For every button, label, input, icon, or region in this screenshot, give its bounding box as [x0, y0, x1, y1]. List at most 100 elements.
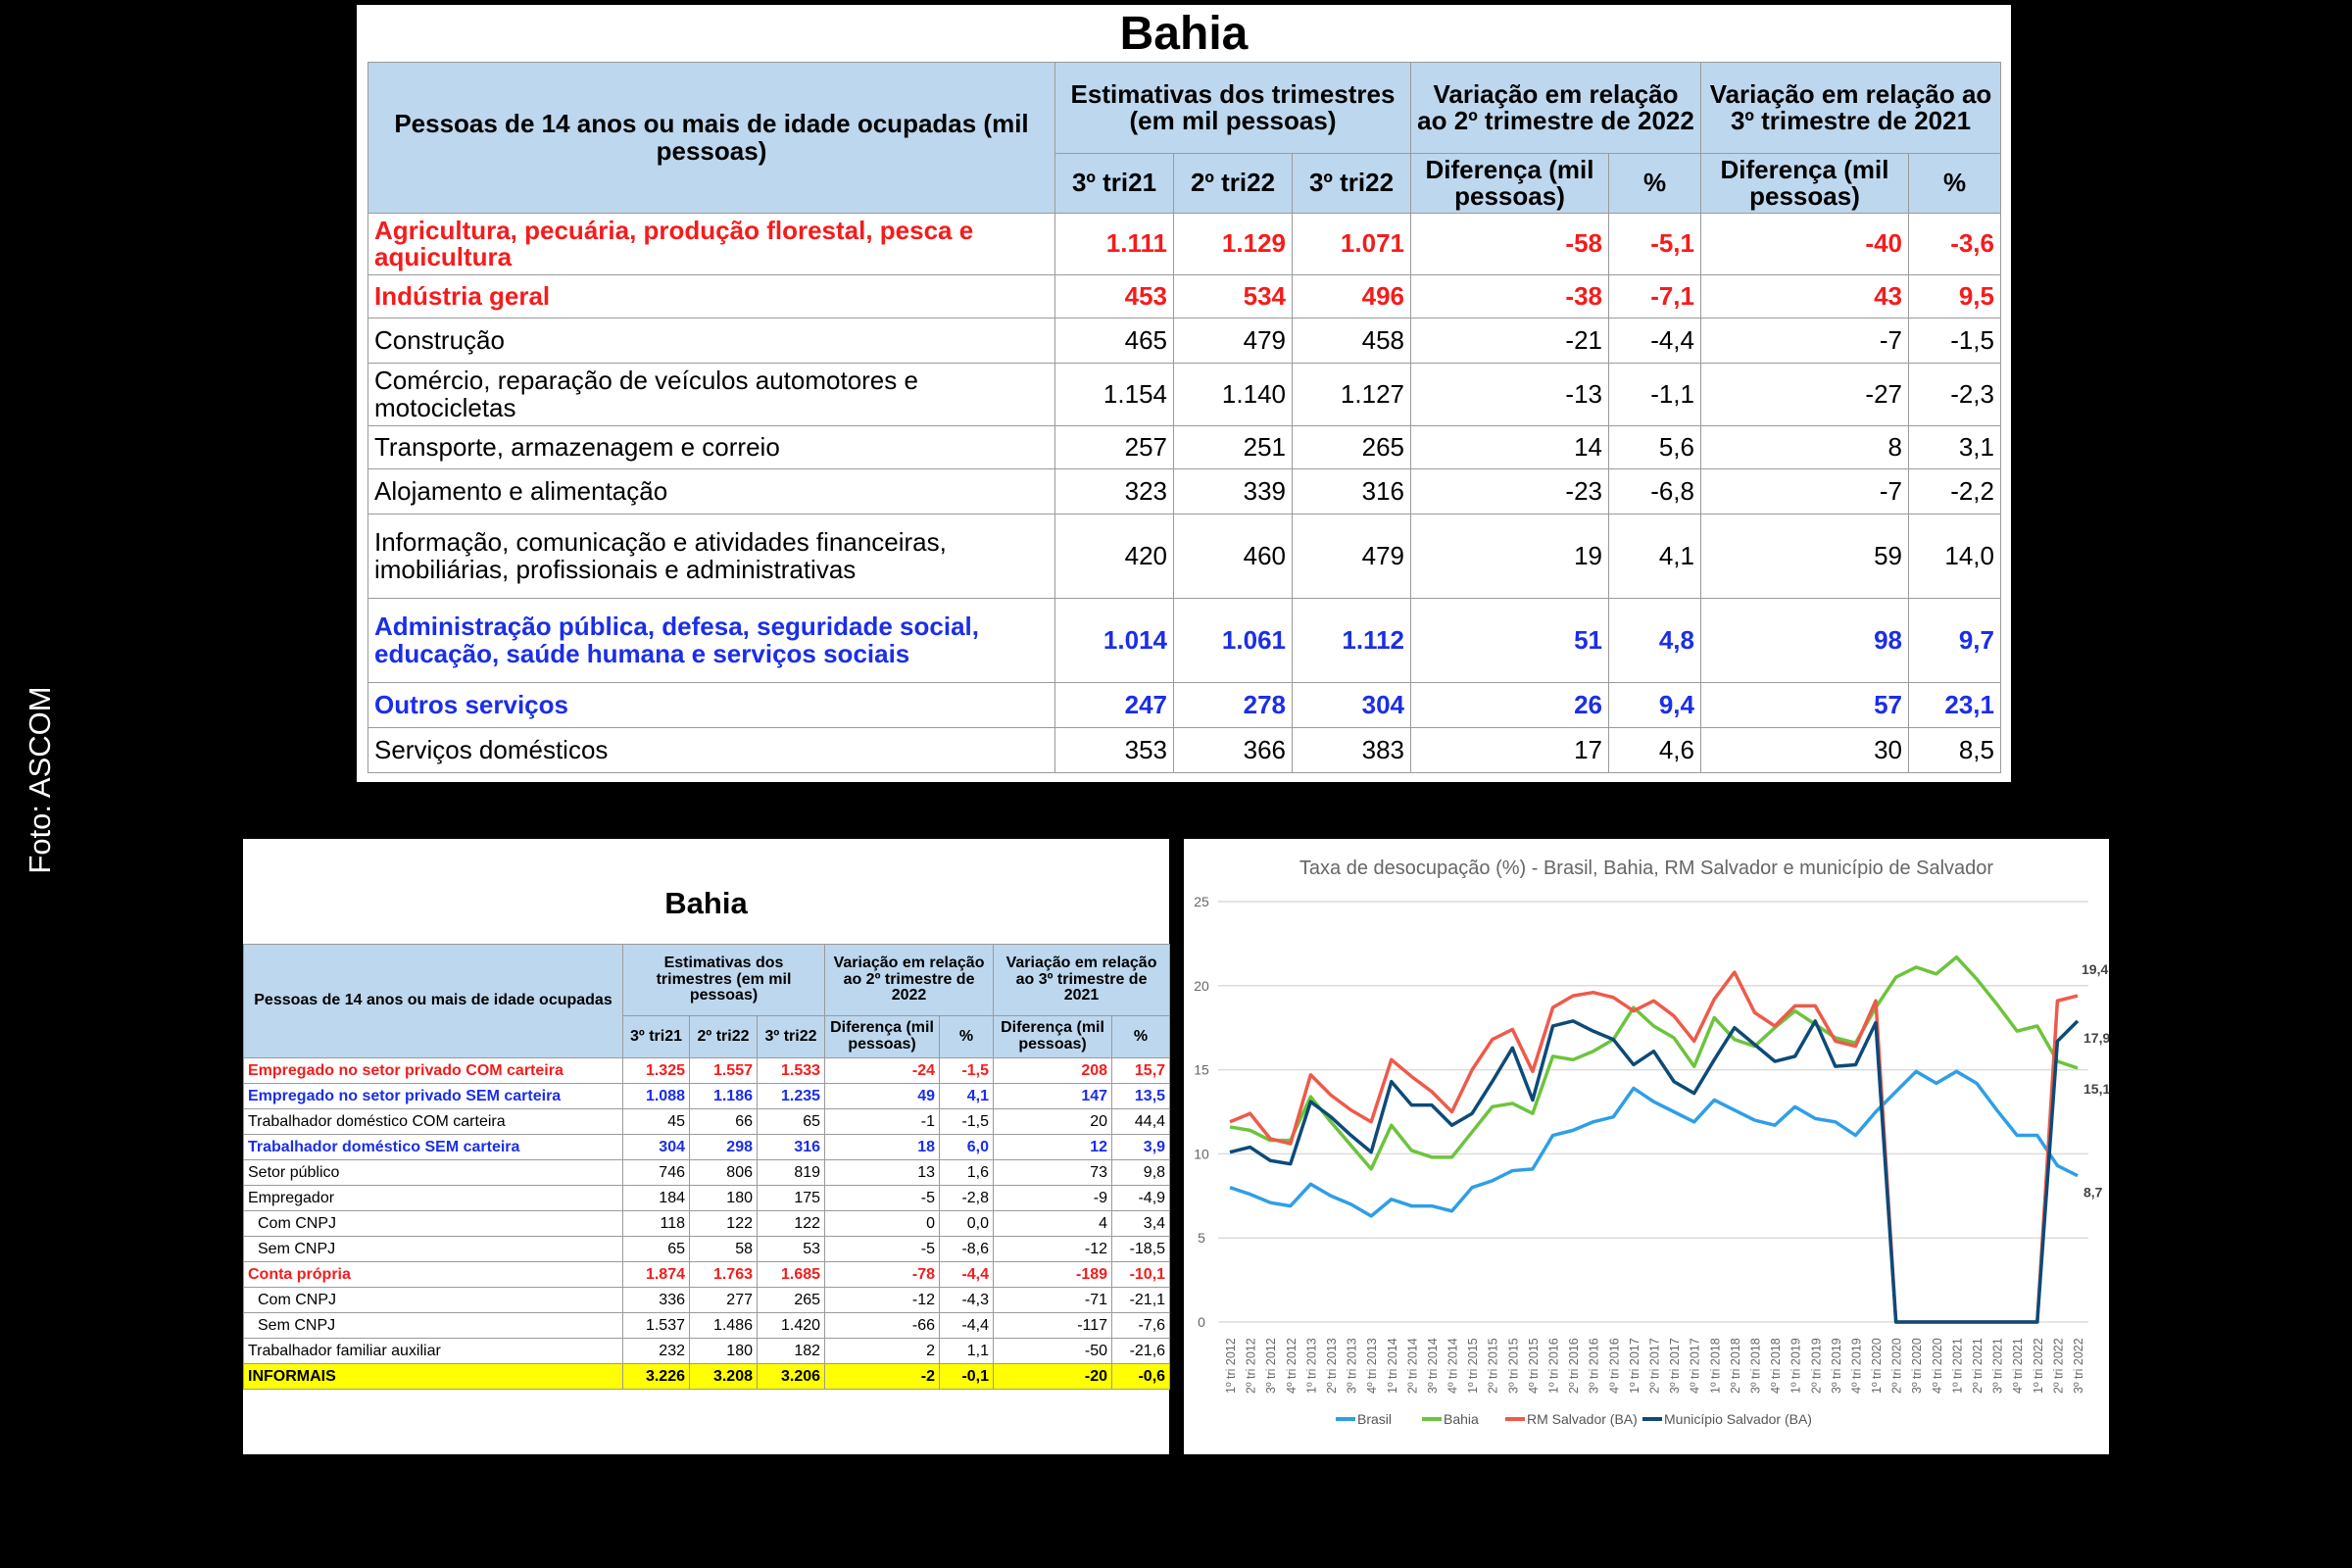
- y-tick-label: 25: [1194, 894, 1209, 909]
- x-tick-label: 4º tri 2021: [2011, 1338, 2025, 1394]
- row-label: Trabalhador doméstico SEM carteira: [243, 1134, 623, 1160]
- cell-value: 0,0: [939, 1210, 995, 1237]
- cell-value: 122: [756, 1210, 826, 1237]
- x-tick-label: 4º tri 2015: [1527, 1338, 1541, 1394]
- cell-value: 277: [689, 1287, 758, 1313]
- cell-value: 1.420: [756, 1312, 826, 1339]
- x-tick-label: 3º tri 2012: [1264, 1338, 1278, 1394]
- cell-value: -4,4: [1608, 318, 1701, 364]
- row-label: Trabalhador familiar auxiliar: [243, 1338, 623, 1364]
- cell-value: 9,5: [1908, 274, 2001, 318]
- cell-value: 496: [1292, 274, 1411, 318]
- x-tick-label: 2º tri 2013: [1325, 1338, 1339, 1394]
- cell-value: -78: [824, 1261, 941, 1288]
- table-row: Serviços domésticos 353 366 383 17 4,6 30 8,5: [368, 727, 2001, 773]
- cell-value: -1,5: [939, 1057, 995, 1084]
- subheader-2: 3º tri22: [1292, 153, 1411, 214]
- cell-value: -50: [993, 1338, 1113, 1364]
- cell-value: 23,1: [1908, 682, 2001, 728]
- cell-value: -117: [993, 1312, 1113, 1339]
- cell-value: -12: [824, 1287, 941, 1313]
- series-line-0: [1229, 1069, 2079, 1218]
- cell-value: 534: [1173, 274, 1293, 318]
- cell-value: -5: [824, 1185, 941, 1211]
- cell-value: -40: [1700, 213, 1909, 275]
- cell-value: 14,0: [1908, 514, 2001, 599]
- cell-value: 8: [1700, 425, 1909, 469]
- cell-value: -8,6: [939, 1236, 995, 1262]
- x-tick-label: 3º tri 2022: [2072, 1338, 2085, 1394]
- row-label: Com CNPJ: [243, 1210, 623, 1237]
- row-label: Indústria geral: [368, 274, 1055, 318]
- cell-value: 1.127: [1292, 363, 1411, 426]
- header-group-vs-2q22: Variação em relação ao 2º trimestre de 2…: [1410, 62, 1701, 154]
- cell-value: 304: [1292, 682, 1411, 728]
- cell-value: 1.061: [1173, 598, 1293, 683]
- chart-title: Taxa de desocupação (%) - Brasil, Bahia,…: [1299, 858, 1993, 879]
- cell-value: 53: [756, 1236, 826, 1262]
- end-data-label: 17,9: [2083, 1030, 2109, 1046]
- x-tick-label: 1º tri 2017: [1628, 1338, 1642, 1394]
- photo-credit: Foto: ASCOM: [23, 686, 57, 874]
- header-group-vs-3q21: Variação em relação ao 3º trimestre de 2…: [1700, 62, 2001, 154]
- legend-entry: Município Salvador (BA): [1664, 1411, 1812, 1427]
- cell-value: -58: [1410, 213, 1609, 275]
- row-label: Sem CNPJ: [243, 1312, 623, 1339]
- cell-value: -7,6: [1111, 1312, 1171, 1339]
- table-row: Outros serviços 247 278 304 26 9,4 57 23,1: [368, 682, 2001, 728]
- x-tick-label: 1º tri 2020: [1870, 1338, 1884, 1394]
- cell-value: 15,7: [1111, 1057, 1171, 1084]
- subheader-5: Diferença (mil pessoas): [993, 1015, 1113, 1058]
- subheader-3: Diferença (mil pessoas): [824, 1015, 941, 1058]
- row-label: INFORMAIS: [243, 1363, 623, 1390]
- x-tick-label: 2º tri 2019: [1809, 1338, 1823, 1394]
- cell-value: 353: [1054, 727, 1174, 773]
- y-tick-label: 15: [1194, 1062, 1209, 1078]
- table-row: Empregado no setor privado SEM carteira 1…: [243, 1083, 1171, 1109]
- cell-value: 1.014: [1054, 598, 1174, 683]
- cell-value: 184: [622, 1185, 690, 1211]
- table-row: Trabalhador familiar auxiliar 232 180 182 2 1…: [243, 1338, 1171, 1364]
- top-table-title: Bahia: [1119, 8, 1249, 60]
- x-tick-label: 1º tri 2021: [1950, 1338, 1964, 1394]
- x-tick-label: 2º tri 2020: [1890, 1338, 1904, 1394]
- cell-value: 304: [622, 1134, 690, 1160]
- bottom-table-title: Bahia: [664, 886, 748, 920]
- table-row: Comércio, reparação de veículos automoto…: [368, 363, 2001, 426]
- row-label: Trabalhador doméstico COM carteira: [243, 1108, 623, 1135]
- cell-value: 1.088: [622, 1083, 690, 1109]
- row-label: Agricultura, pecuária, produção floresta…: [368, 213, 1055, 275]
- unemployment-chart-panel: Taxa de desocupação (%) - Brasil, Bahia,…: [1184, 839, 2110, 1454]
- cell-value: -10,1: [1111, 1261, 1171, 1288]
- cell-value: 3.226: [622, 1363, 690, 1390]
- cell-value: -27: [1700, 363, 1909, 426]
- row-label: Empregado no setor privado SEM carteira: [243, 1083, 623, 1109]
- table-row: Construção 465 479 458 -21 -4,4 -7 -1,5: [368, 318, 2001, 364]
- cell-value: 180: [689, 1185, 758, 1211]
- table-row: Sem CNPJ 65 58 53 -5 -8,6 -12 -18,5: [243, 1236, 1171, 1262]
- row-label: Empregado no setor privado COM carteira: [243, 1057, 623, 1084]
- header-group-vs-3q21: Variação em relação ao 3º trimestre de 2…: [993, 944, 1171, 1016]
- cell-value: -7: [1700, 318, 1909, 364]
- table-row: Empregador 184 180 175 -5 -2,8 -9 -4,9: [243, 1185, 1171, 1211]
- y-tick-label: 20: [1194, 978, 1209, 994]
- cell-value: 208: [993, 1057, 1113, 1084]
- cell-value: 1.685: [756, 1261, 826, 1288]
- header-label: Pessoas de 14 anos ou mais de idade ocup…: [243, 944, 623, 1058]
- table-row: Trabalhador doméstico COM carteira 45 66 65…: [243, 1108, 1171, 1135]
- cell-value: 1.763: [689, 1261, 758, 1288]
- cell-value: 465: [1054, 318, 1174, 364]
- cell-value: 257: [1054, 425, 1174, 469]
- cell-value: 45: [622, 1108, 690, 1135]
- cell-value: 3,1: [1908, 425, 2001, 469]
- subheader-5: Diferença (mil pessoas): [1700, 153, 1909, 214]
- y-tick-label: 10: [1194, 1146, 1209, 1161]
- subheader-3: Diferença (mil pessoas): [1410, 153, 1609, 214]
- x-tick-label: 3º tri 2015: [1506, 1338, 1520, 1394]
- cell-value: 479: [1292, 514, 1411, 599]
- cell-value: 806: [689, 1159, 758, 1186]
- cell-value: -7,1: [1608, 274, 1701, 318]
- cell-value: 9,7: [1908, 598, 2001, 683]
- header-group-estimates: Estimativas dos trimestres (em mil pesso…: [1054, 62, 1411, 154]
- cell-value: 0: [824, 1210, 941, 1237]
